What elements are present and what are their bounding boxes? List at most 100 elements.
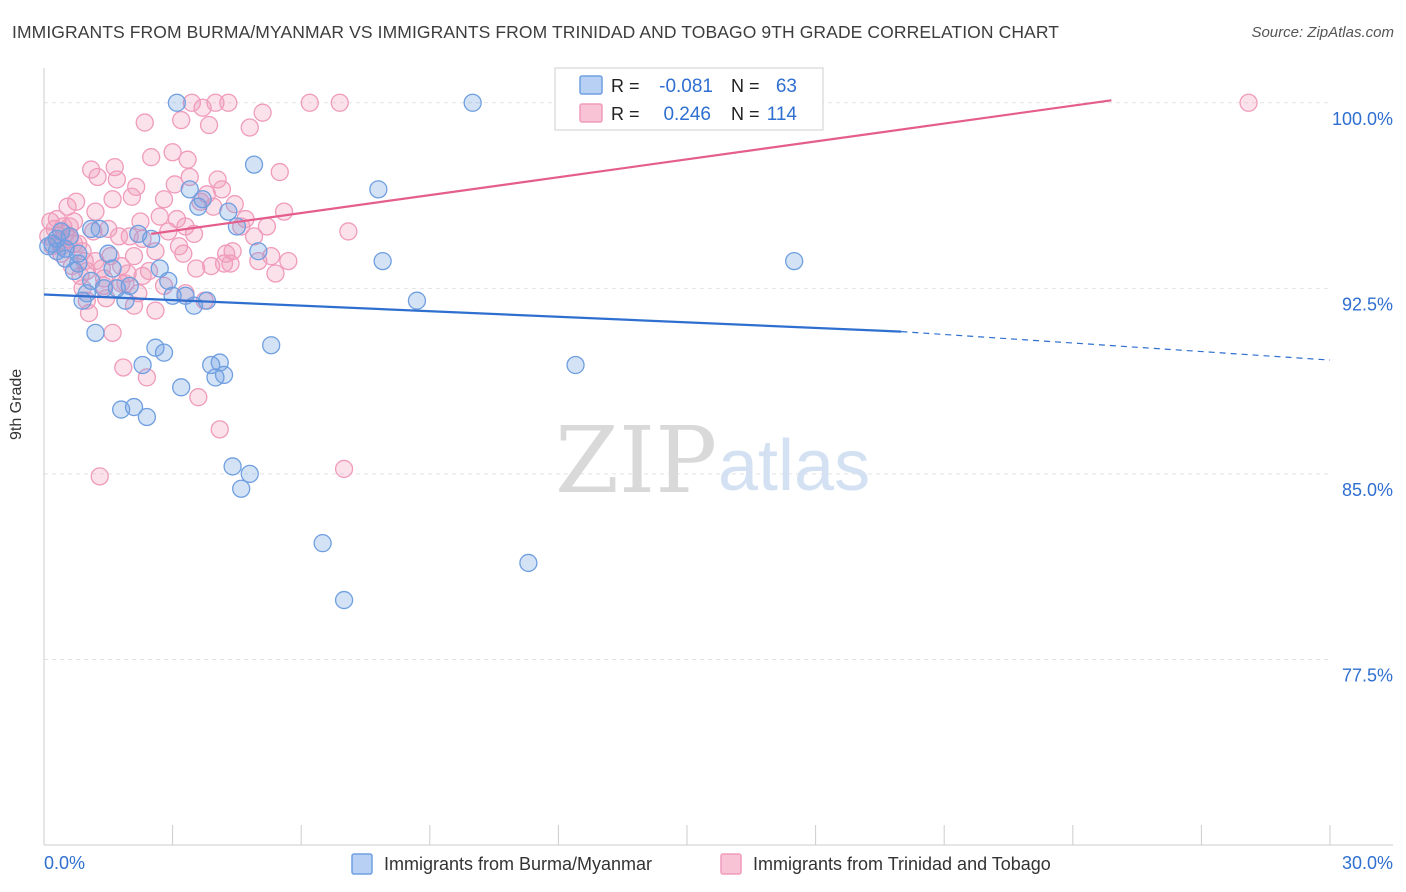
point-trinidad-30 <box>103 190 122 209</box>
trend-trinidad <box>151 99 1112 235</box>
point-trinidad-58 <box>174 244 193 263</box>
point-burma-50 <box>334 590 354 610</box>
point-burma-18 <box>120 276 139 296</box>
point-trinidad-35 <box>114 358 133 377</box>
point-trinidad-51 <box>154 190 174 209</box>
point-trinidad-105 <box>133 266 152 286</box>
point-burma-59 <box>56 239 75 258</box>
point-trinidad-82 <box>225 195 244 214</box>
point-burma-48 <box>262 336 281 355</box>
y-tick-label-1: 92.5% <box>1342 294 1393 314</box>
point-trinidad-89 <box>257 217 277 236</box>
point-trinidad-65 <box>189 388 208 407</box>
legend-swatch-burma <box>579 75 603 95</box>
point-trinidad-22 <box>86 202 105 221</box>
point-burma-60 <box>69 254 88 273</box>
point-burma-47 <box>249 242 268 261</box>
point-trinidad-57 <box>172 110 191 130</box>
bottom-legend-swatch-trinidad <box>720 853 742 875</box>
point-trinidad-93 <box>274 202 294 221</box>
point-burma-32 <box>180 180 199 199</box>
point-trinidad-88 <box>253 103 272 122</box>
point-trinidad-45 <box>135 113 154 132</box>
legend-r-value-2: 0.246 <box>663 104 711 125</box>
point-burma-62 <box>90 219 109 239</box>
series-legend: Immigrants from Burma/Myanmar Immigrants… <box>351 853 1051 875</box>
point-trinidad-24 <box>90 467 109 486</box>
trend-lines <box>43 99 1331 361</box>
point-burma-41 <box>219 202 238 221</box>
x-tick-labels: 0.0% 30.0% <box>44 853 1393 873</box>
point-trinidad-92 <box>270 162 289 182</box>
point-trinidad-97 <box>334 459 354 479</box>
legend-n-value-2: 114 <box>767 104 798 125</box>
source-credit: Source: ZipAtlas.com <box>1251 24 1394 41</box>
watermark-zip: ZIP <box>555 407 717 514</box>
trend-burma-solid <box>43 293 902 333</box>
point-trinidad-81 <box>223 242 242 261</box>
point-trinidad-33 <box>109 227 129 246</box>
point-trinidad-50 <box>150 207 169 226</box>
point-burma-25 <box>150 259 169 278</box>
watermark: ZIP atlas <box>555 407 870 514</box>
point-burma-35 <box>193 190 212 209</box>
point-trinidad-49 <box>146 301 165 320</box>
point-trinidad-64 <box>187 259 206 278</box>
x-tick-label-max: 30.0% <box>1342 853 1393 873</box>
point-trinidad-39 <box>122 187 142 206</box>
point-trinidad-91 <box>266 264 285 283</box>
point-trinidad-86 <box>244 227 264 246</box>
point-burma-53 <box>407 291 427 310</box>
point-burma-21 <box>133 355 152 375</box>
point-trinidad-99 <box>1239 93 1258 112</box>
y-tick-label-0: 100.0% <box>1332 109 1393 129</box>
legend-n-label-2: N = <box>731 104 760 124</box>
point-burma-13 <box>99 244 118 263</box>
point-trinidad-101 <box>60 217 79 236</box>
stats-legend: R = -0.081 N = 63 R = 0.246 N = 114 <box>554 67 824 131</box>
bottom-legend-swatch-burma <box>351 853 373 875</box>
point-trinidad-85 <box>240 118 259 137</box>
point-burma-55 <box>519 553 538 573</box>
legend-n-value-1: 63 <box>776 76 797 97</box>
point-trinidad-109 <box>176 217 195 236</box>
point-burma-23 <box>142 229 161 248</box>
point-trinidad-13 <box>67 192 86 211</box>
point-burma-56 <box>566 355 585 375</box>
point-trinidad-96 <box>330 93 349 112</box>
point-burma-29 <box>167 93 187 112</box>
point-trinidad-32 <box>107 170 127 189</box>
point-burma-46 <box>244 155 264 174</box>
point-trinidad-94 <box>279 251 298 271</box>
y-tick-label-3: 77.5% <box>1342 665 1393 685</box>
series-trinidad-points <box>39 93 1258 486</box>
point-burma-27 <box>159 271 178 291</box>
point-trinidad-73 <box>206 93 225 112</box>
y-tick-label-2: 85.0% <box>1342 480 1393 500</box>
legend-r-label-2: R = <box>611 104 640 124</box>
point-burma-24 <box>146 338 165 357</box>
legend-n-label-1: N = <box>731 76 760 96</box>
point-burma-44 <box>232 479 251 498</box>
point-trinidad-76 <box>212 180 232 199</box>
axes <box>43 68 1393 846</box>
point-trinidad-48 <box>142 148 161 167</box>
point-burma-22 <box>137 407 157 427</box>
point-trinidad-107 <box>124 296 144 315</box>
point-burma-57 <box>785 251 804 271</box>
point-burma-40 <box>214 365 234 385</box>
point-trinidad-40 <box>124 247 144 266</box>
point-trinidad-70 <box>199 115 219 135</box>
point-burma-49 <box>313 534 332 553</box>
point-trinidad-106 <box>103 323 122 343</box>
x-tick-label-min: 0.0% <box>44 853 85 873</box>
point-burma-14 <box>103 259 122 278</box>
point-burma-11 <box>86 323 105 343</box>
point-burma-61 <box>82 271 101 291</box>
chart-title: IMMIGRANTS FROM BURMA/MYANMAR VS IMMIGRA… <box>12 22 1060 42</box>
point-trinidad-41 <box>127 177 146 197</box>
point-burma-19 <box>124 397 144 417</box>
point-burma-30 <box>172 378 191 397</box>
point-burma-45 <box>240 464 259 484</box>
point-trinidad-53 <box>163 143 182 162</box>
